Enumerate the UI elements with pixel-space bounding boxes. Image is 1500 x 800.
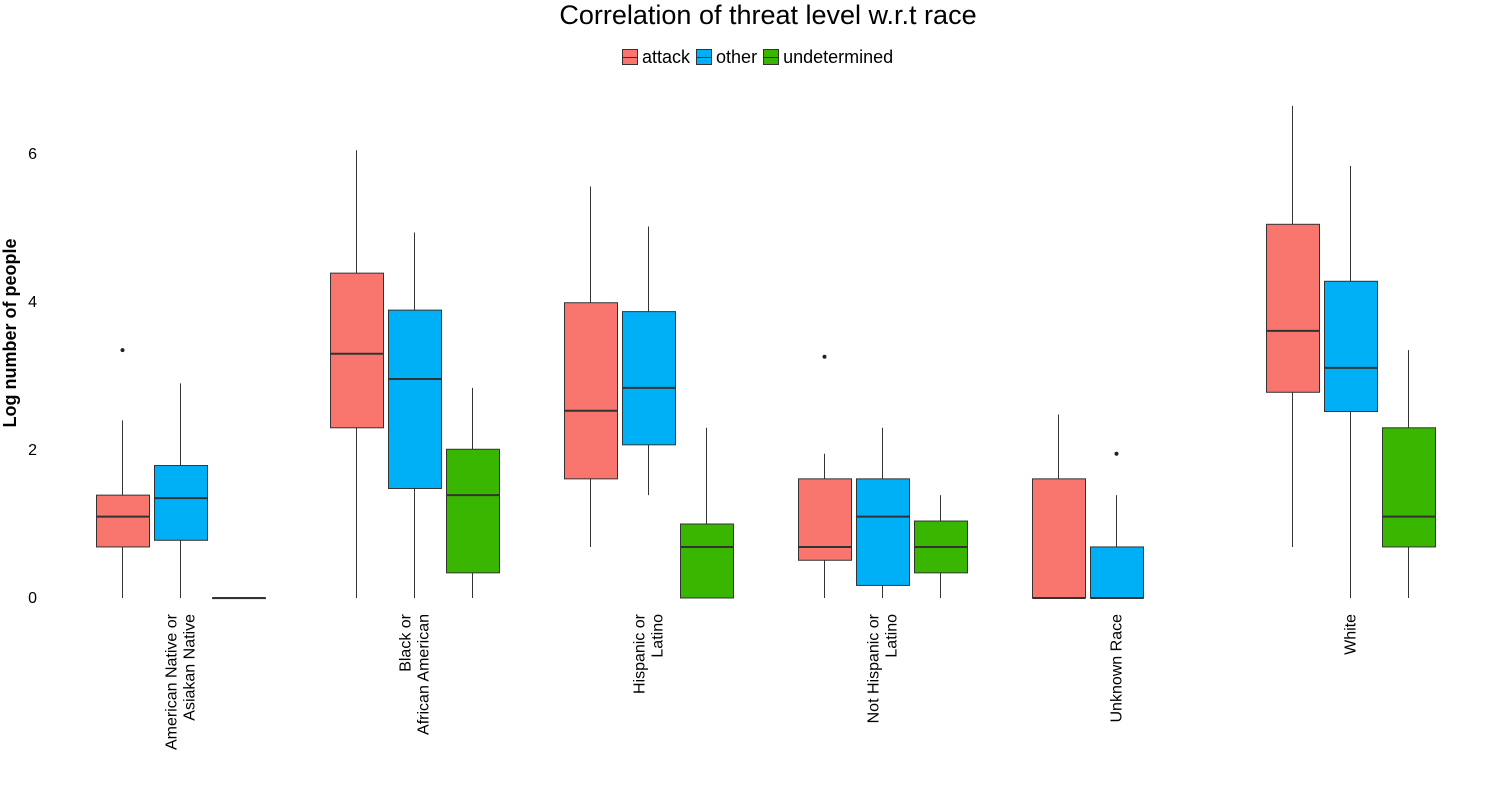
x-tick-label-1: Black orAfrican American: [398, 613, 433, 735]
x-tick-label-2: Hispanic orLatino: [632, 613, 667, 694]
y-axis-title: Log number of people: [0, 239, 20, 428]
box-attack-4-body: [1032, 478, 1086, 599]
box-other-1-body: [388, 309, 442, 489]
chart-title: Correlation of threat level w.r.t race: [559, 0, 977, 30]
x-tick-label-5: White: [1343, 614, 1360, 655]
x-tick-line-3-0: Not Hispanic or: [866, 613, 883, 723]
legend-item-attack: attack: [622, 47, 690, 68]
x-tick-label-0: American Native orAsiakan Native: [164, 613, 199, 750]
box-other-2-body: [622, 311, 676, 446]
x-tick-label-3: Not Hispanic orLatino: [866, 613, 901, 723]
box-undetermined-1-body: [446, 448, 500, 574]
box-attack-0-outlier-0: [120, 348, 125, 353]
legend-key-undetermined: [763, 49, 780, 65]
x-tick-line-1-0: Black or: [398, 613, 415, 671]
y-tick-label-0: 0: [28, 590, 37, 607]
x-tick-line-2-1: Latino: [650, 614, 667, 658]
legend-key-attack: [622, 49, 638, 65]
legend-label-attack: attack: [642, 46, 691, 67]
box-attack-3-outlier-0: [822, 354, 827, 359]
legend-item-undetermined: undetermined: [763, 47, 893, 68]
x-tick-line-0-0: American Native or: [164, 613, 181, 750]
box-undetermined-5-body: [1382, 427, 1436, 548]
box-undetermined-2-body: [680, 523, 734, 599]
box-other-5-body: [1324, 280, 1378, 413]
legend: attack other undetermined: [622, 45, 899, 69]
box-attack-2-body: [564, 302, 618, 480]
box-other-0-body: [154, 465, 208, 541]
y-tick-label-6: 6: [28, 146, 37, 163]
box-attack-1-body: [330, 272, 384, 429]
legend-label-other: other: [716, 46, 758, 67]
x-tick-label-4: Unknown Race: [1109, 614, 1126, 723]
y-tick-label-4: 4: [28, 294, 37, 311]
y-tick-label-2: 2: [28, 442, 37, 459]
legend-label-undetermined: undetermined: [783, 46, 894, 67]
box-other-4-body: [1090, 546, 1144, 599]
x-tick-line-2-0: Hispanic or: [632, 613, 649, 694]
box-other-3-body: [856, 478, 910, 586]
x-tick-line-4-0: Unknown Race: [1109, 614, 1126, 723]
x-tick-line-5-0: White: [1343, 614, 1360, 655]
box-attack-3-body: [798, 478, 852, 561]
box-other-4-outlier-0: [1114, 451, 1119, 456]
x-tick-line-0-1: Asiakan Native: [182, 614, 199, 721]
legend-item-other: other: [696, 47, 757, 68]
box-attack-0-body: [96, 494, 150, 548]
legend-key-other: [696, 49, 713, 65]
x-tick-line-3-1: Latino: [884, 614, 901, 658]
x-tick-line-1-1: African American: [416, 614, 433, 735]
box-attack-5-body: [1266, 223, 1320, 393]
